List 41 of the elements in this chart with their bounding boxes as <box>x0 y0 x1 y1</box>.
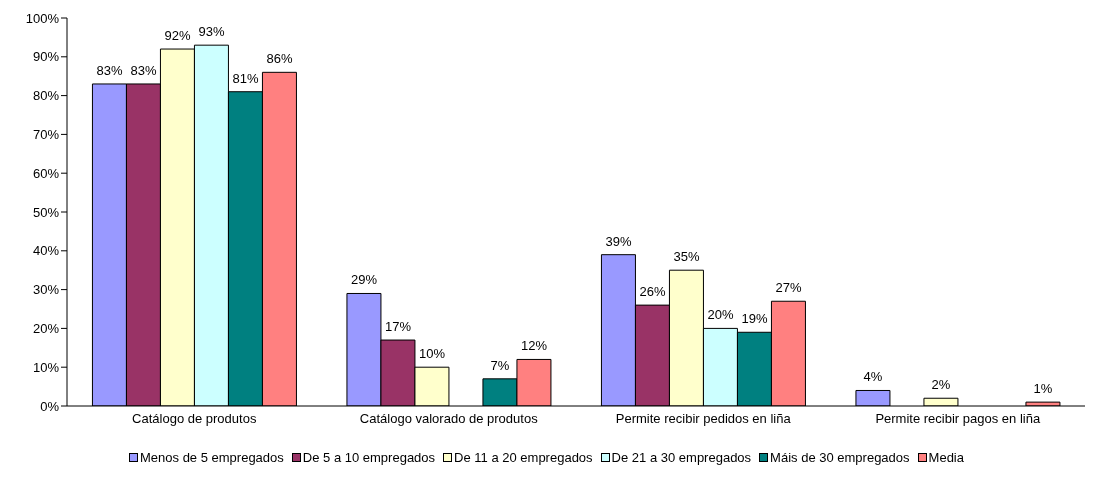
data-label: 4% <box>863 369 883 385</box>
data-label: 39% <box>605 233 632 249</box>
y-tick-label: 30% <box>32 282 60 298</box>
y-tick-label: 0% <box>40 398 60 414</box>
data-label: 29% <box>350 272 378 288</box>
data-label: 12% <box>520 338 548 354</box>
x-tick-label: Permite recibir pedidos en liña <box>615 411 792 427</box>
data-label: 2% <box>931 377 951 393</box>
data-label: 35% <box>673 249 700 265</box>
y-tick-label: 60% <box>32 165 60 181</box>
data-label: 92% <box>164 28 191 44</box>
data-label: 81% <box>232 70 259 86</box>
data-label: 27% <box>775 280 802 296</box>
legend-label: De 5 a 10 empregados <box>302 450 436 465</box>
data-label: 20% <box>707 307 734 323</box>
data-label: 10% <box>418 346 446 362</box>
data-label: 26% <box>639 284 666 300</box>
data-label: 86% <box>266 51 293 67</box>
y-tick-label: 90% <box>32 49 60 65</box>
data-label: 17% <box>384 319 412 335</box>
data-label: 83% <box>96 62 123 78</box>
x-tick-label: Permite recibir pagos en liña <box>875 411 1041 427</box>
y-tick-label: 50% <box>32 204 60 220</box>
x-tick-label: Catálogo valorado de produtos <box>359 411 539 427</box>
data-label: 83% <box>130 62 157 78</box>
legend-label: Máis de 30 empregados <box>770 450 910 465</box>
legend-label: De 21 a 30 empregados <box>611 450 752 465</box>
data-label: 19% <box>741 311 768 327</box>
y-tick-label: 20% <box>32 321 60 337</box>
x-tick-label: Catálogo de produtos <box>132 411 257 427</box>
y-tick-label: 10% <box>32 359 60 375</box>
data-label: 7% <box>490 357 510 373</box>
data-label: 93% <box>198 24 225 40</box>
legend-label: Menos de 5 empregados <box>140 450 284 465</box>
legend-label: Media <box>928 450 964 465</box>
y-tick-label: 70% <box>32 127 60 143</box>
y-tick-label: 80% <box>32 88 60 104</box>
y-tick-label: 100% <box>25 10 60 26</box>
data-label: 1% <box>1033 381 1053 397</box>
legend-label: De 11 a 20 empregados <box>454 450 593 465</box>
y-tick-label: 40% <box>32 243 60 259</box>
